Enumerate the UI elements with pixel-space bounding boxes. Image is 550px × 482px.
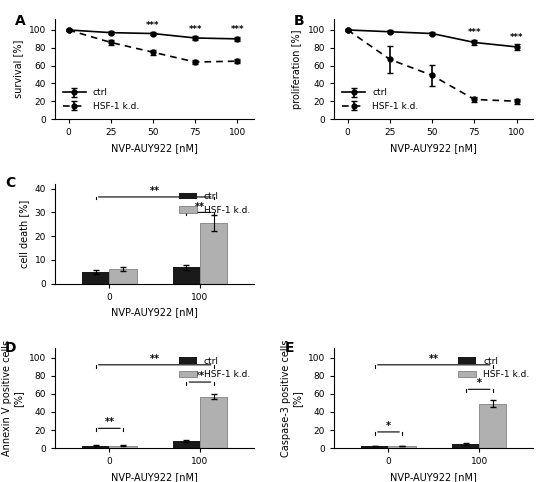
Legend: ctrl, HSF-1 k.d.: ctrl, HSF-1 k.d. — [175, 353, 254, 383]
Bar — [452, 444, 479, 448]
Y-axis label: proliferation [%]: proliferation [%] — [292, 29, 302, 109]
Bar — [200, 397, 227, 448]
Text: **: ** — [195, 371, 205, 381]
Text: A: A — [15, 14, 26, 28]
Bar — [109, 445, 136, 448]
Text: ***: *** — [189, 25, 202, 34]
Bar — [173, 268, 200, 283]
Text: *: * — [477, 378, 482, 388]
X-axis label: NVP-AUY922 [nM]: NVP-AUY922 [nM] — [111, 143, 198, 153]
Text: C: C — [5, 176, 15, 190]
Bar — [388, 446, 416, 448]
Bar — [173, 441, 200, 448]
Bar — [82, 445, 109, 448]
Text: **: ** — [150, 186, 160, 196]
Bar — [109, 269, 136, 283]
Text: **: ** — [150, 354, 160, 364]
Text: **: ** — [104, 417, 114, 428]
Text: ***: *** — [510, 33, 524, 41]
X-axis label: NVP-AUY922 [nM]: NVP-AUY922 [nM] — [111, 472, 198, 482]
Text: **: ** — [195, 201, 205, 212]
Text: D: D — [5, 340, 16, 355]
X-axis label: NVP-AUY922 [nM]: NVP-AUY922 [nM] — [390, 143, 477, 153]
Legend: ctrl, HSF-1 k.d.: ctrl, HSF-1 k.d. — [454, 353, 533, 383]
Y-axis label: survival [%]: survival [%] — [13, 40, 23, 98]
X-axis label: NVP-AUY922 [nM]: NVP-AUY922 [nM] — [111, 307, 198, 317]
Y-axis label: Annexin V positive cells
[%]: Annexin V positive cells [%] — [2, 340, 23, 456]
Legend: ctrl, HSF-1 k.d.: ctrl, HSF-1 k.d. — [339, 85, 422, 115]
Bar — [361, 446, 388, 448]
Bar — [82, 272, 109, 283]
Text: ***: *** — [146, 21, 160, 29]
Legend: ctrl, HSF-1 k.d.: ctrl, HSF-1 k.d. — [175, 188, 254, 218]
Bar — [200, 223, 227, 283]
Text: **: ** — [429, 354, 439, 364]
Text: ***: *** — [468, 28, 481, 37]
Legend: ctrl, HSF-1 k.d.: ctrl, HSF-1 k.d. — [59, 85, 143, 115]
Text: *: * — [386, 421, 391, 431]
Y-axis label: cell death [%]: cell death [%] — [19, 200, 29, 268]
Text: B: B — [294, 14, 305, 28]
Text: ***: *** — [231, 26, 244, 34]
Y-axis label: Caspase-3 positive cells
[%]: Caspase-3 positive cells [%] — [280, 340, 302, 457]
Bar — [479, 404, 507, 448]
X-axis label: NVP-AUY922 [nM]: NVP-AUY922 [nM] — [390, 472, 477, 482]
Text: E: E — [284, 340, 294, 355]
